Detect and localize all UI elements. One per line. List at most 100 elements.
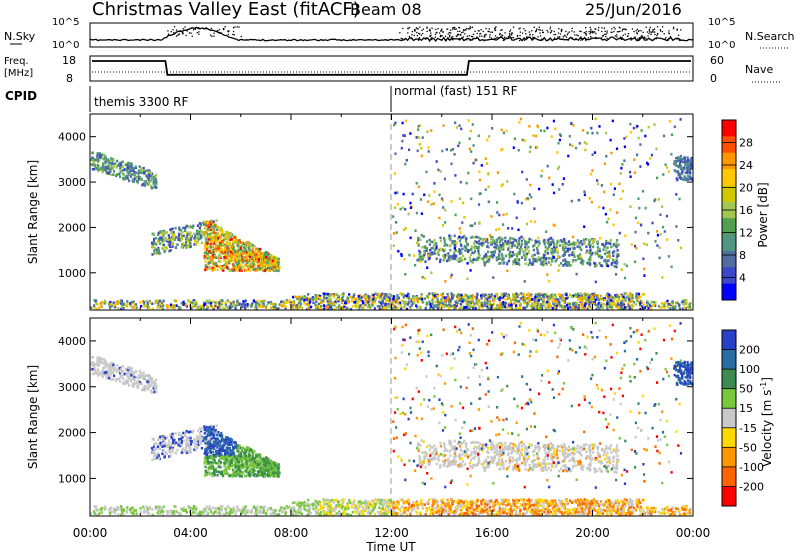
power-echo xyxy=(258,264,261,267)
power-echo xyxy=(205,232,208,236)
power-echo xyxy=(223,263,226,267)
power-echo xyxy=(679,166,682,169)
sky-noise-point xyxy=(410,38,412,40)
power-echo xyxy=(577,257,580,261)
power-echo xyxy=(230,255,234,259)
power-echo xyxy=(617,254,620,258)
power-echo xyxy=(539,129,543,132)
power-echo xyxy=(461,247,464,251)
power-echo xyxy=(215,245,218,248)
power-echo xyxy=(537,236,540,240)
power-echo xyxy=(205,238,208,241)
sky-noise-point xyxy=(418,32,420,34)
power-echo xyxy=(635,126,638,129)
sky-noise-point xyxy=(568,31,570,33)
power-echo xyxy=(430,240,433,244)
power-echo xyxy=(335,298,338,301)
power-echo xyxy=(593,265,597,268)
power-echo xyxy=(236,241,239,244)
power-echo xyxy=(558,293,561,296)
power-echo xyxy=(109,307,112,310)
power-echo xyxy=(297,295,301,299)
power-echo xyxy=(515,304,518,307)
power-echo xyxy=(95,302,98,305)
power-echo xyxy=(527,249,530,253)
power-echo xyxy=(155,248,158,251)
power-echo xyxy=(145,174,148,177)
power-echo xyxy=(193,232,196,236)
power-echo xyxy=(233,266,236,270)
power-echo xyxy=(510,245,513,248)
power-echo xyxy=(603,259,606,263)
power-echo xyxy=(536,124,539,128)
power-echo xyxy=(428,292,431,295)
sky-noise-point xyxy=(236,26,238,28)
power-echo xyxy=(153,186,156,189)
power-echo xyxy=(615,147,619,151)
sky-noise-point xyxy=(619,30,621,32)
power-echo xyxy=(590,253,593,256)
power-echo xyxy=(164,236,167,240)
power-echo xyxy=(229,238,232,241)
power-echo xyxy=(307,304,310,307)
power-echo xyxy=(149,301,152,304)
power-echo xyxy=(486,297,489,301)
power-echo xyxy=(378,294,381,298)
power-echo xyxy=(557,239,560,243)
power-echo xyxy=(471,294,474,297)
power-echo xyxy=(611,296,614,299)
power-echo xyxy=(108,302,111,306)
power-echo xyxy=(247,260,250,263)
sky-noise-point xyxy=(538,26,540,28)
power-echo xyxy=(610,263,613,266)
power-echo xyxy=(615,241,618,245)
power-echo xyxy=(536,249,539,252)
power-echo xyxy=(206,221,209,224)
power-echo xyxy=(615,294,618,297)
power-echo xyxy=(207,223,210,226)
power-echo xyxy=(583,304,587,307)
power-echo xyxy=(487,256,490,259)
sky-noise-point xyxy=(177,34,179,36)
power-echo xyxy=(535,305,539,308)
sky-noise-point xyxy=(605,33,607,35)
sky-noise-point xyxy=(191,27,193,29)
sky-noise-point xyxy=(541,29,544,31)
power-echo xyxy=(211,235,214,239)
sky-noise-point xyxy=(565,36,568,38)
sky-noise-point xyxy=(227,30,229,32)
power-echo xyxy=(120,161,123,165)
power-echo xyxy=(341,306,345,309)
power-echo xyxy=(616,261,619,264)
power-echo xyxy=(417,259,420,262)
power-echo xyxy=(504,301,507,305)
power-echo xyxy=(554,250,557,253)
power-echo xyxy=(395,307,398,311)
sky-noise-point xyxy=(489,36,491,38)
power-echo xyxy=(595,307,598,311)
power-echo xyxy=(615,305,618,309)
sky-noise-point xyxy=(602,34,605,37)
power-echo xyxy=(478,192,481,196)
power-echo xyxy=(338,298,341,301)
sky-noise-point xyxy=(622,34,624,36)
sky-noise-point xyxy=(627,33,630,35)
power-echo xyxy=(588,251,591,255)
power-echo xyxy=(579,253,582,256)
velocity-echo xyxy=(120,366,123,369)
power-echo xyxy=(196,236,199,239)
power-echo xyxy=(469,224,472,227)
power-echo xyxy=(621,163,624,166)
power-echo xyxy=(579,255,582,258)
power-echo xyxy=(641,189,644,193)
power-echo xyxy=(92,157,95,161)
power-echo xyxy=(542,296,545,299)
frequency-line xyxy=(92,60,691,76)
power-echo xyxy=(516,257,519,260)
power-echo xyxy=(162,238,165,241)
power-echo xyxy=(564,305,567,308)
power-echo xyxy=(600,256,603,260)
power-echo xyxy=(211,269,214,272)
power-echo xyxy=(405,307,409,311)
